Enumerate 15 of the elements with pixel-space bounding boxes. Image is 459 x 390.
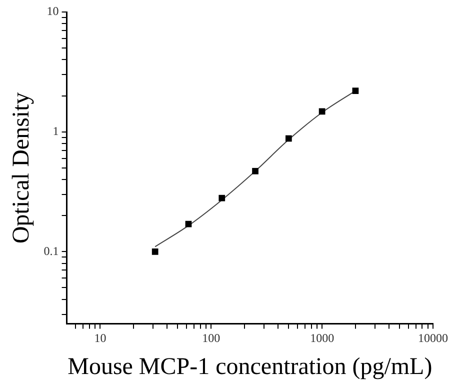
y-axis-title: Optical Density — [8, 92, 35, 244]
point — [218, 194, 226, 202]
x-tick-label: 10 — [94, 331, 106, 346]
x-tick-label: 100 — [202, 331, 220, 346]
point — [285, 135, 292, 142]
y-tick-label: 10 — [46, 4, 59, 18]
y-tick-label: 0.1 — [44, 244, 59, 258]
y-tick-label: 1 — [52, 124, 59, 138]
point — [152, 248, 158, 255]
x-tick-label: 10000 — [418, 331, 448, 346]
point — [352, 88, 359, 94]
x-tick-label: 1000 — [310, 331, 334, 346]
point — [318, 108, 326, 115]
x-axis-title: Mouse MCP-1 concentration (pg/mL) — [68, 354, 432, 380]
point — [252, 168, 258, 174]
